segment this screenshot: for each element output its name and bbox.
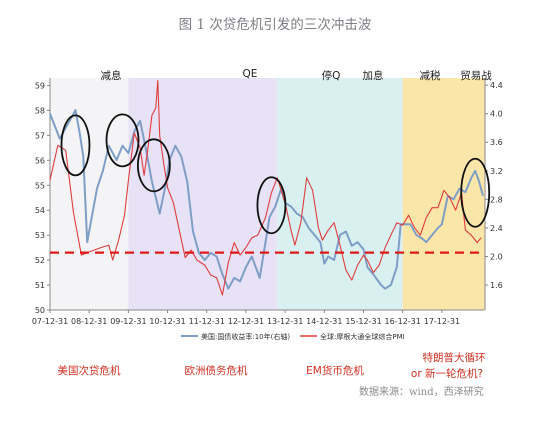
phase-label-trade-war: 贸易战	[460, 70, 492, 82]
left-tick-label: 53	[35, 231, 45, 240]
crisis-label-euro-debt: 欧洲债务危机	[184, 365, 248, 377]
shaded-region-2	[277, 78, 403, 310]
highlight-circle-4	[460, 157, 491, 228]
right-tick-label: 2.8	[490, 195, 503, 204]
phase-label-rate-hike: 加息	[362, 70, 384, 82]
left-tick-label: 54	[35, 206, 45, 215]
x-tick-label: 14-12-31	[306, 317, 342, 326]
chart-title: 图 1 次贷危机引发的三次冲击波	[178, 17, 372, 33]
highlight-circle-2	[136, 138, 171, 193]
highlight-circle-1	[105, 113, 140, 168]
shaded-region-3	[402, 78, 485, 310]
left-tick-label: 52	[35, 256, 45, 265]
highlight-circle-0	[60, 114, 91, 177]
source-note: 数据来源：wind，西泽研究	[359, 387, 484, 398]
phase-label-qe: QE	[242, 68, 258, 80]
shaded-region-0	[50, 78, 129, 310]
legend-label-yield: 美国:国债收益率:10年(右轴)	[201, 332, 290, 341]
x-tick-label: 17-12-31	[424, 317, 460, 326]
left-tick-label: 58	[35, 106, 45, 115]
legend-label-pmi: 全球:摩根大通全球综合PMI	[320, 332, 405, 341]
left-tick-label: 50	[35, 306, 45, 315]
x-tick-label: 13-12-31	[267, 317, 303, 326]
x-tick-label: 08-12-31	[71, 317, 107, 326]
left-tick-label: 57	[35, 131, 45, 140]
phase-label-rate-cut: 减息	[100, 70, 122, 82]
x-tick-label: 15-12-31	[345, 317, 381, 326]
crisis-label-trump-cycle: 特朗普大循环	[422, 352, 486, 364]
right-tick-label: 4.0	[490, 110, 503, 119]
right-tick-label: 2.4	[490, 224, 503, 233]
right-tick-label: 1.6	[490, 281, 503, 290]
right-tick-label: 2.0	[490, 252, 503, 261]
x-tick-label: 16-12-31	[385, 317, 421, 326]
crisis-label-subprime: 美国次贷危机	[57, 365, 121, 377]
x-tick-label: 10-12-31	[149, 317, 185, 326]
shaded-region-1	[128, 78, 278, 310]
crisis-label-em-currency: EM货币危机	[306, 365, 364, 377]
x-tick-label: 12-12-31	[228, 317, 264, 326]
series-line-0	[49, 109, 484, 290]
right-tick-label: 3.6	[490, 138, 503, 147]
phase-label-stop-qe: 停Q	[321, 70, 341, 82]
phase-label-tax-cut: 减税	[419, 70, 441, 82]
x-tick-label: 07-12-31	[32, 317, 68, 326]
left-tick-label: 56	[35, 156, 45, 165]
right-tick-label: 3.2	[490, 167, 503, 176]
right-tick-label: 4.4	[490, 81, 503, 90]
x-tick-label: 09-12-31	[110, 317, 146, 326]
left-tick-label: 59	[35, 81, 45, 90]
left-tick-label: 51	[35, 281, 45, 290]
x-tick-label: 11-12-31	[189, 317, 225, 326]
left-tick-label: 55	[35, 181, 45, 190]
highlight-circle-3	[256, 176, 287, 235]
crisis-label-new-crisis: or 新一轮危机?	[410, 368, 484, 380]
